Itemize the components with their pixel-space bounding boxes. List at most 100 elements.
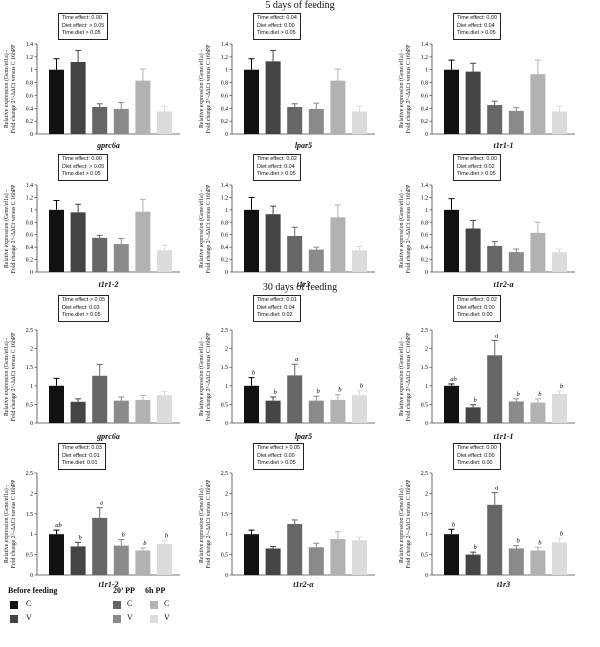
y-axis-label-text: Relative expression (Gene/ef1a) - Fold ch… [4,45,18,134]
y-tick-label: 0.5 [221,402,228,408]
bar [352,250,367,272]
stats-line: Time effect: 0.00 [457,15,497,21]
y-tick-label: 0.4 [26,106,33,112]
y-tick-label: 1.5 [26,365,33,371]
y-tick-label: 2 [30,491,33,497]
y-axis-label-line2: Fold change 2^-ΔΔCt versus C 16hPP [406,479,412,569]
y-tick-label: 0 [425,421,428,427]
stats-line: Diet effect: 0.02 [457,163,495,170]
bar [113,400,129,423]
significance-letter: b [517,538,521,545]
bar [530,74,546,134]
bar [244,534,259,575]
significance-letter: b [317,388,321,395]
bar [287,235,303,272]
gene-name-label: t1r2-a [493,280,514,289]
stats-line: Diet effect: 0.03 [62,304,100,311]
stats-line: Time.diet: 0.00 [457,460,493,467]
stats-line: Time.diet: 0.01 [62,460,98,467]
stats-line: Diet effect: 0.00 [257,22,295,29]
y-tick-label: 2.5 [26,328,33,334]
bar [444,534,459,575]
y-tick-label: 1 [425,532,428,538]
legend-group-6hpp: 6h PP [145,586,166,595]
y-tick-label: 0.6 [26,233,33,239]
significance-letter: ab [450,376,457,383]
legend-swatch-20pp-c [113,601,121,609]
y-tick-label: 1.5 [221,365,228,371]
y-tick-label: 1.5 [421,365,428,371]
y-tick-label: 2 [425,491,428,497]
bar [265,61,281,134]
bar [113,244,129,272]
bar [135,399,151,423]
bar [465,228,481,272]
y-axis-label-line1: Relative expression (Gene/ef1a) - [4,337,10,416]
y-tick-label: 2 [225,491,228,497]
bar [287,375,303,423]
bar [330,80,346,134]
y-tick-label: 1.4 [221,183,228,189]
bar [552,252,567,272]
y-axis-label-line1: Relative expression (Gene/ef1a) - [199,189,205,268]
stats-line: Time effect: 0.00 [62,156,102,162]
y-tick-label: 1 [225,68,228,74]
y-tick-label: 0.5 [26,553,33,559]
y-axis-label-line1: Relative expression (Gene/ef1a) - [399,49,405,129]
y-tick-label: 1 [30,532,33,538]
y-tick-label: 1 [225,208,228,214]
bar [508,401,524,423]
bar [92,107,108,134]
y-tick-label: 0.2 [221,258,228,264]
legend-label-6hpp-v: V [164,613,170,622]
gene-name-label: lpar5 [294,432,313,441]
bar [487,355,503,423]
stats-line: Time.diet > 0.05 [257,460,296,467]
bar [157,395,172,423]
stats-line: Time.diet > 0.05 [62,312,101,319]
y-axis-label-line2: Fold change 2^-ΔΔCt versus C 16hPP [11,479,17,569]
stats-line: Time effect > 0.05 [257,445,300,451]
y-tick-label: 1 [225,532,228,538]
legend-swatch-6hpp-v [150,615,158,623]
stats-box: Time effect > 0.05 Diet effect: 0.03 Time.… [58,295,109,322]
stats-line: Time.diet > 0.05 [62,171,101,178]
bar [92,237,108,272]
y-tick-label: 0 [225,132,228,138]
bar [265,548,281,575]
bar [530,402,546,423]
bar [157,250,172,272]
bar [265,214,281,272]
y-tick-label: 0.6 [421,233,428,239]
y-tick-label: 0.6 [221,233,228,239]
bar [352,540,367,575]
legend-swatch-before-c [10,601,18,609]
y-tick-label: 1.2 [221,55,228,61]
bar [308,547,324,575]
bar [444,69,459,134]
y-axis-label-line2: Fold change 2^-ΔΔCt versus C 16hPP [11,332,17,421]
y-tick-label: 0.4 [221,106,228,112]
y-tick-label: 0.6 [26,93,33,99]
stats-box: Time effect: 0.01 Diet effect: 0.04 Time.d… [253,295,301,322]
bar [487,105,503,134]
bar [508,548,524,575]
significance-letter: b [473,397,477,404]
stats-line: Diet effect: 0.04 [257,163,295,170]
y-tick-label: 0.4 [221,245,228,251]
bar [135,80,151,134]
y-tick-label: 1.2 [26,55,33,61]
y-axis-label-line1: Relative expression (Gene/ef1a) - [199,337,205,416]
y-tick-label: 1.2 [26,195,33,201]
y-tick-label: 0.4 [421,245,428,251]
bar [487,245,503,272]
y-axis-label-text: Relative expression (Gene/ef1a) - Fold ch… [199,45,213,134]
y-tick-label: 2 [225,347,228,353]
bar [352,111,367,134]
y-tick-label: 1.4 [221,42,228,48]
gene-name-label: t1r1-1 [493,432,514,441]
stats-box: Time effect: 0.00 Diet effect: 0.02 Time.d… [453,154,501,181]
bar [330,539,346,575]
